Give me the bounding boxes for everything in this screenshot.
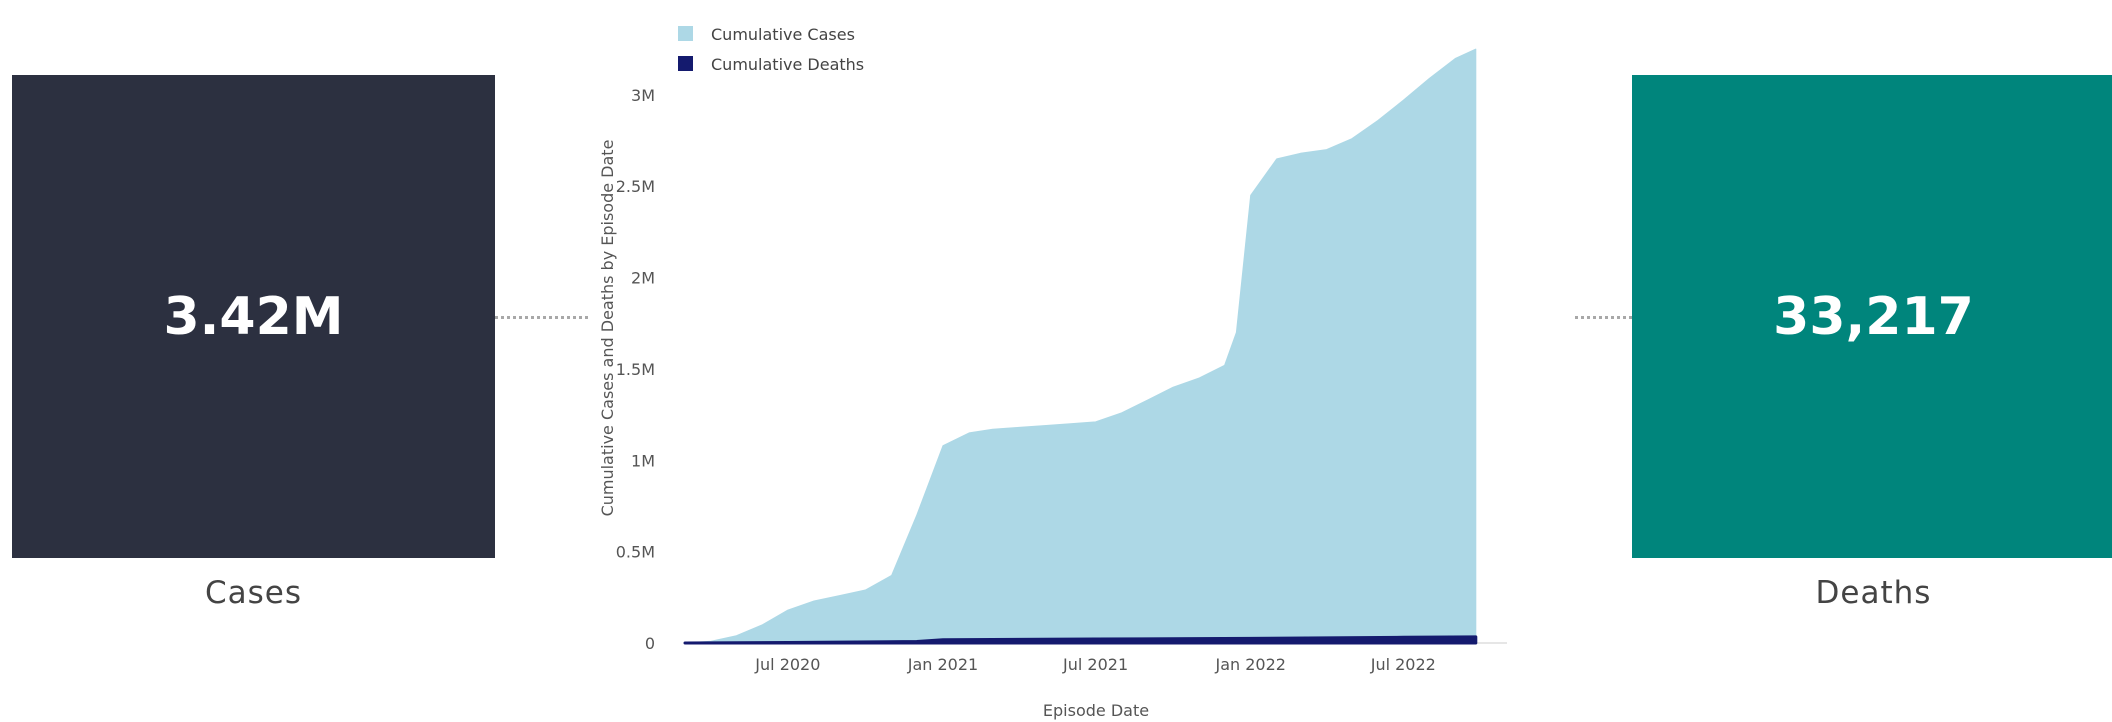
y-tick-label: 2.5M xyxy=(616,177,655,196)
deaths-kpi-value: 33,217 xyxy=(1773,286,1974,347)
x-axis-title: Episode Date xyxy=(1043,701,1149,720)
chart-legend: Cumulative Cases Cumulative Deaths xyxy=(678,25,864,74)
series-area-cases xyxy=(684,48,1477,644)
x-tick-label: Jul 2021 xyxy=(1062,655,1128,674)
cases-kpi-label: Cases xyxy=(204,575,303,611)
y-axis-title: Cumulative Cases and Deaths by Episode D… xyxy=(598,140,617,517)
y-tick-label: 2M xyxy=(631,269,655,288)
legend-label: Cumulative Cases xyxy=(711,25,855,44)
cases-connector-line xyxy=(495,316,588,319)
cases-kpi-value: 3.42M xyxy=(163,286,344,347)
x-tick-label: Jan 2022 xyxy=(1214,655,1285,674)
cumulative-area-chart: Cumulative Cases Cumulative Deaths 0 0.5M 1… xyxy=(598,25,1507,720)
chart-areas xyxy=(683,48,1478,645)
y-tick-label: 0 xyxy=(645,634,655,653)
y-tick-label: 1.5M xyxy=(616,360,655,379)
legend-swatch xyxy=(678,26,693,41)
series-area-deaths xyxy=(683,635,1478,645)
cases-kpi-card: 3.42M xyxy=(12,75,495,558)
x-tick-label: Jul 2020 xyxy=(754,655,820,674)
x-tick-label: Jan 2021 xyxy=(907,655,978,674)
deaths-kpi-label: Deaths xyxy=(1815,575,1932,611)
x-axis: Jul 2020 Jan 2021 Jul 2021 Jan 2022 Jul 2022 xyxy=(754,655,1436,674)
deaths-connector-line xyxy=(1575,316,1632,319)
x-tick-label: Jul 2022 xyxy=(1370,655,1436,674)
y-tick-label: 1M xyxy=(631,451,655,470)
legend-swatch xyxy=(678,56,693,71)
deaths-kpi-card: 33,217 xyxy=(1632,75,2112,558)
y-tick-label: 0.5M xyxy=(616,543,655,562)
y-tick-label: 3M xyxy=(631,86,655,105)
legend-label: Cumulative Deaths xyxy=(711,55,864,74)
